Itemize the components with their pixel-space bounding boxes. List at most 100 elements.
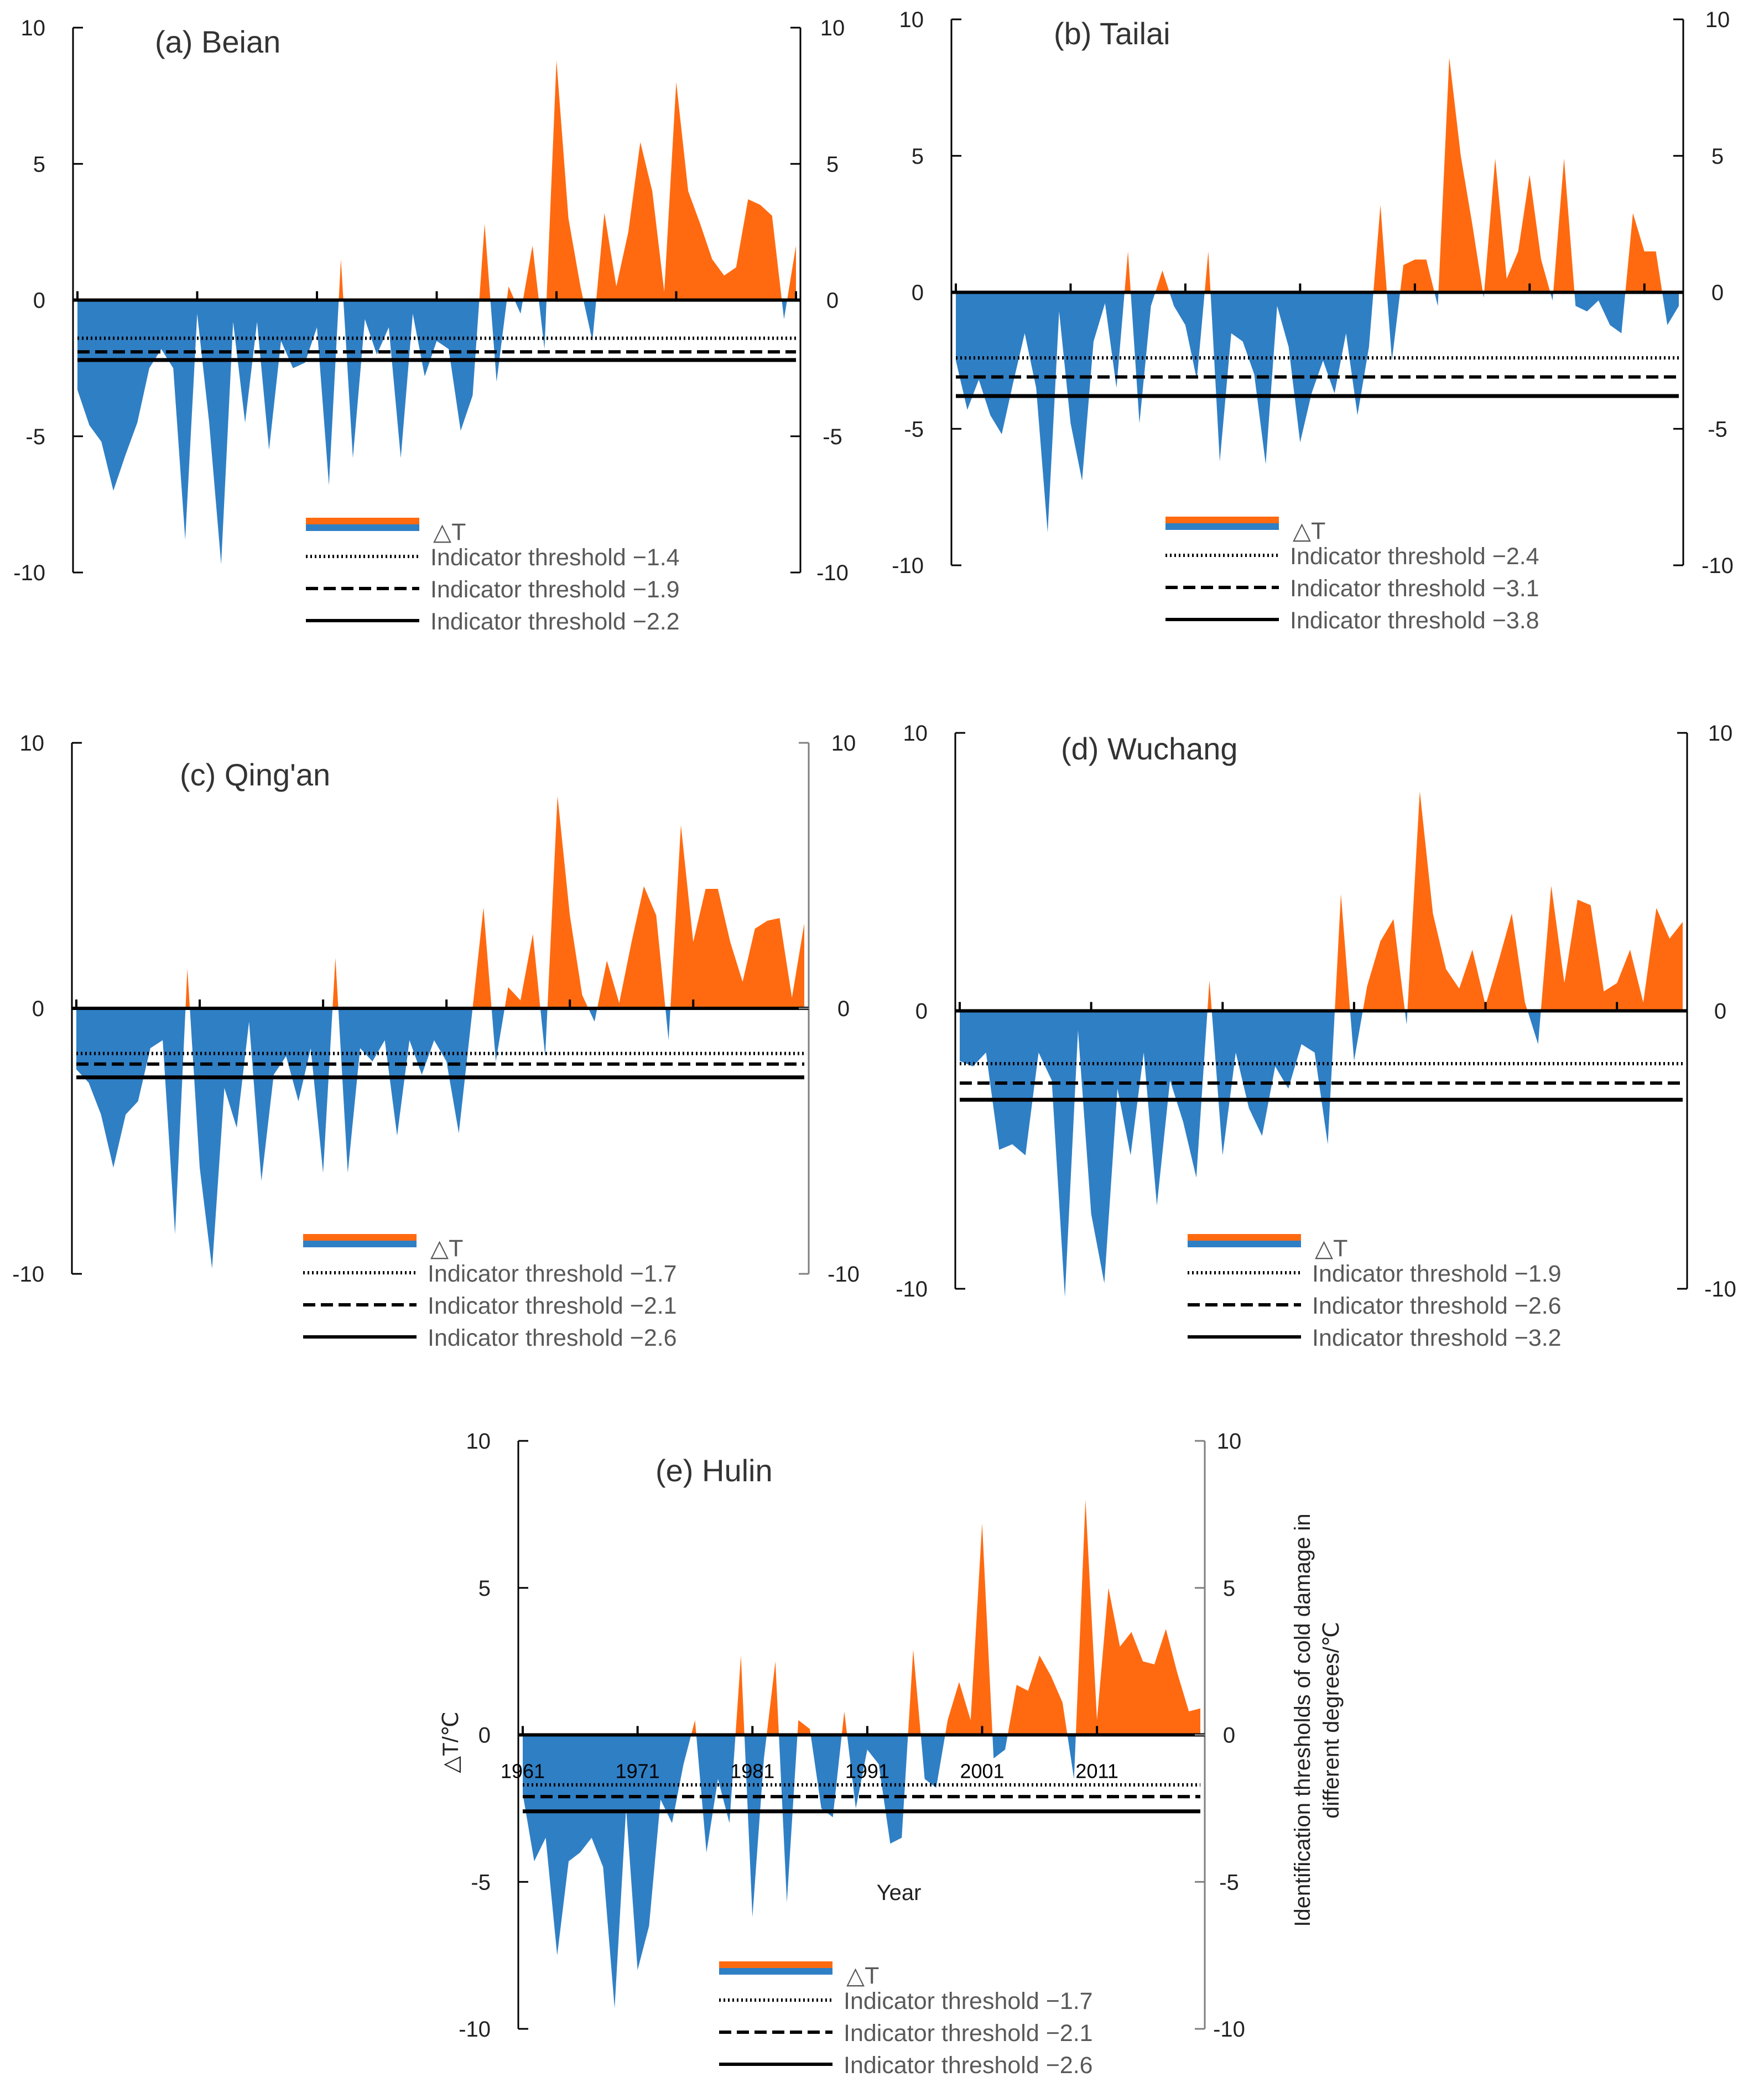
right-y-tick-label: 0: [1714, 999, 1726, 1024]
legend-swatch-cold: [719, 1968, 832, 1975]
right-y-tick-label: 10: [820, 16, 845, 40]
left-y-tick-label: -10: [892, 554, 924, 578]
left-y-tick-label: 0: [478, 1724, 491, 1748]
legend-label-threshold: Indicator threshold −1.9: [430, 576, 680, 603]
left-y-tick-label: -10: [896, 1277, 928, 1302]
legend-swatch-cold: [1165, 523, 1279, 530]
right-y-tick-label: -10: [828, 1262, 860, 1287]
x-tick-label: 1991: [845, 1760, 889, 1783]
right-y-axis-title: different degrees/℃: [1319, 1622, 1344, 1819]
legend-label-threshold: Indicator threshold −2.6: [844, 2052, 1093, 2079]
right-y-tick-label: -10: [1213, 2017, 1245, 2042]
right-y-tick-label: 10: [831, 731, 856, 756]
left-y-tick-label: 0: [912, 281, 924, 305]
legend-swatch-warm: [1188, 1234, 1301, 1241]
right-y-tick-label: -5: [823, 425, 842, 449]
left-y-tick-label: -5: [25, 425, 45, 449]
left-y-tick-label: 5: [33, 152, 45, 176]
x-tick-label: 1981: [730, 1760, 774, 1783]
right-y-tick-label: 5: [826, 152, 839, 176]
delta-t-negative-area: [76, 1008, 804, 1269]
legend-label-delta-t: △T: [433, 519, 466, 545]
legend-label-threshold: Indicator threshold −1.9: [1312, 1261, 1562, 1287]
left-y-tick-label: 10: [21, 16, 46, 40]
legend-label-threshold: Indicator threshold −2.4: [1290, 543, 1539, 570]
delta-t-positive-area: [960, 791, 1683, 1011]
right-y-tick-label: 10: [1217, 1429, 1242, 1454]
right-y-tick-label: 0: [1711, 281, 1724, 305]
legend-label-delta-t: △T: [430, 1235, 463, 1262]
left-y-tick-label: 5: [912, 144, 924, 169]
legend-label-threshold: Indicator threshold −3.2: [1312, 1325, 1562, 1351]
panel-title: (e) Hulin: [655, 1453, 773, 1488]
x-tick-label: 2001: [960, 1760, 1004, 1783]
left-y-tick-label: 10: [20, 731, 45, 756]
left-y-tick-label: 5: [478, 1576, 491, 1601]
left-y-tick-label: -10: [12, 1262, 44, 1287]
legend-label-threshold: Indicator threshold −1.7: [844, 1988, 1093, 2014]
left-y-tick-label: 0: [915, 999, 928, 1024]
left-y-tick-label: 10: [466, 1429, 491, 1454]
legend-label-threshold: Indicator threshold −1.4: [430, 544, 680, 571]
right-y-tick-label: -5: [1219, 1870, 1239, 1894]
x-tick-label: 1961: [501, 1760, 545, 1783]
right-y-tick-label: -10: [816, 561, 849, 585]
left-y-tick-label: -5: [471, 1870, 491, 1894]
panel-title: (d) Wuchang: [1061, 731, 1238, 766]
left-y-tick-label: 10: [899, 8, 924, 32]
legend-label-threshold: Indicator threshold −2.1: [428, 1293, 677, 1319]
delta-t-negative-area: [956, 292, 1679, 533]
legend-label-threshold: Indicator threshold −3.1: [1290, 575, 1539, 602]
delta-t-negative-area: [523, 1735, 1200, 2008]
delta-t-positive-area: [956, 58, 1679, 293]
legend-swatch-cold: [306, 524, 419, 531]
legend-label-delta-t: △T: [1293, 518, 1325, 544]
legend-swatch-warm: [303, 1234, 417, 1241]
right-y-tick-label: 10: [1708, 721, 1733, 746]
panel-title: (b) Tailai: [1054, 16, 1170, 51]
x-tick-label: 2011: [1075, 1760, 1118, 1783]
right-y-tick-label: -10: [1704, 1277, 1736, 1302]
legend-label-threshold: Indicator threshold −1.7: [428, 1261, 677, 1287]
legend-swatch-warm: [1165, 517, 1279, 523]
delta-t-positive-area: [523, 1500, 1200, 1735]
x-tick-label: 1971: [616, 1760, 660, 1783]
left-y-tick-label: 0: [32, 997, 44, 1021]
right-y-tick-label: 0: [1223, 1724, 1235, 1748]
legend-label-threshold: Indicator threshold −2.2: [430, 608, 680, 635]
left-y-tick-label: -5: [904, 417, 924, 441]
legend-label-delta-t: △T: [1315, 1235, 1347, 1262]
legend-label-threshold: Indicator threshold −2.1: [844, 2020, 1093, 2047]
legend-swatch-cold: [1188, 1241, 1301, 1247]
right-y-tick-label: 0: [826, 289, 839, 313]
panel-title: (c) Qing'an: [180, 757, 330, 792]
x-axis-title: Year: [877, 1881, 922, 1905]
legend-label-threshold: Indicator threshold −3.8: [1290, 607, 1539, 634]
right-y-tick-label: -5: [1708, 417, 1727, 441]
panel-b-tailai: 10 105 50 0-5 -5-10 -10(b) Tailai△TIndicator …: [892, 8, 1734, 634]
legend-label-threshold: Indicator threshold −2.6: [428, 1325, 677, 1351]
panel-title: (a) Beian: [155, 24, 280, 59]
left-y-tick-label: -10: [459, 2017, 491, 2042]
delta-t-positive-area: [77, 60, 796, 300]
right-y-axis-title: Identification thresholds of cold damage…: [1291, 1513, 1315, 1927]
right-y-tick-label: 0: [837, 997, 850, 1021]
right-y-tick-label: 10: [1705, 8, 1730, 32]
legend-label-delta-t: △T: [846, 1962, 879, 1989]
delta-t-positive-area: [76, 796, 804, 1008]
delta-t-negative-area: [960, 1011, 1683, 1298]
left-y-tick-label: 10: [903, 721, 928, 746]
right-y-tick-label: -10: [1701, 554, 1734, 578]
legend-swatch-warm: [719, 1961, 832, 1968]
delta-t-negative-area: [77, 300, 796, 565]
legend-swatch-warm: [306, 518, 419, 524]
legend-label-threshold: Indicator threshold −2.6: [1312, 1293, 1562, 1319]
left-y-tick-label: 0: [33, 289, 45, 313]
right-y-tick-label: 5: [1223, 1576, 1235, 1601]
left-y-tick-label: -10: [13, 561, 45, 585]
legend-swatch-cold: [303, 1241, 417, 1247]
